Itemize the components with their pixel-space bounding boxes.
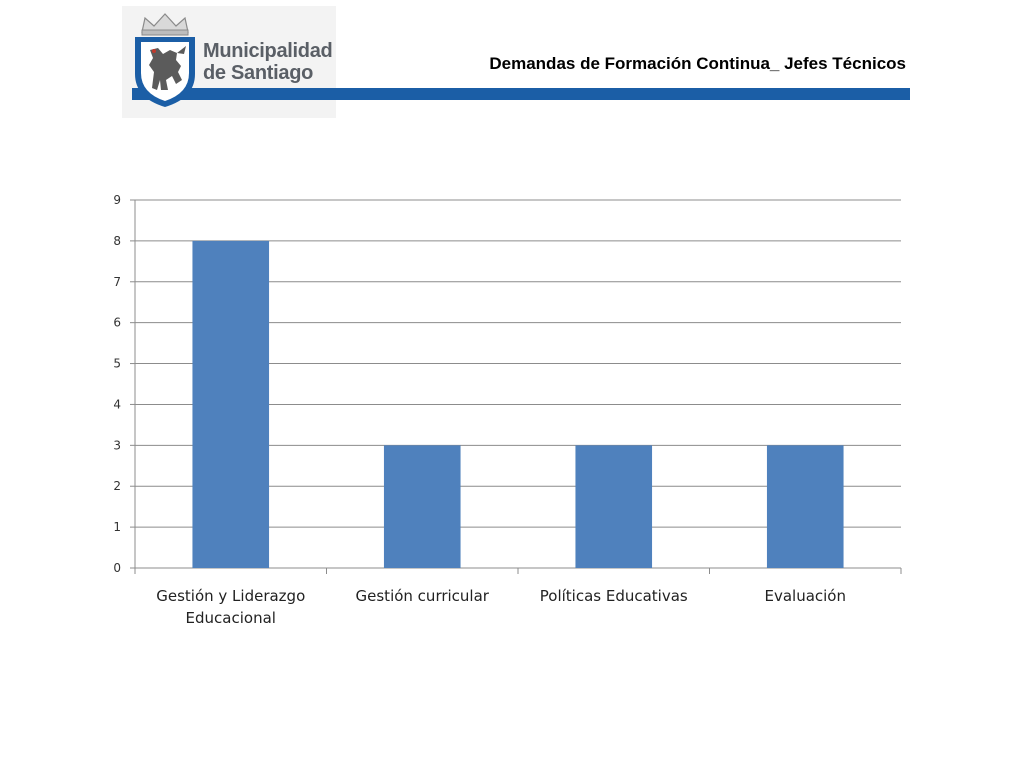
y-tick-label: 8 [113, 234, 121, 248]
x-category-label: Evaluación [764, 587, 846, 605]
municipal-crest-logo [135, 13, 195, 107]
bar [383, 445, 461, 568]
y-tick-label: 6 [113, 316, 121, 330]
x-category-label-line: Educacional [186, 609, 276, 627]
x-category-label-line: Gestión curricular [356, 587, 490, 605]
logo-line-2: de Santiago [203, 62, 314, 84]
chart-labels: 0 1 2 3 4 5 6 7 8 9 Gestión y Liderazgo Educacional… [113, 193, 846, 627]
y-tick-label: 2 [113, 479, 121, 493]
bar [575, 445, 653, 568]
page-title: Demandas de Formación Continua_ Jefes Té… [489, 54, 906, 73]
logo-line-1: Municipalidad [203, 40, 333, 62]
x-category-label-line: Gestión y Liderazgo [156, 587, 305, 605]
x-category-label-line: Políticas Educativas [540, 587, 688, 605]
bar [192, 240, 270, 568]
y-tick-label: 3 [113, 438, 121, 452]
y-tick-label: 4 [113, 397, 121, 411]
y-tick-label: 9 [113, 193, 121, 207]
slide-header: Municipalidad de Santiago Demandas de Fo… [0, 0, 1024, 120]
x-category-label: Políticas Educativas [540, 587, 688, 605]
y-tick-label: 0 [113, 561, 121, 575]
x-category-label: Gestión curricular [356, 587, 490, 605]
y-tick-label: 1 [113, 520, 121, 534]
x-category-label: Gestión y Liderazgo Educacional [156, 587, 305, 627]
x-category-label-line: Evaluación [764, 587, 846, 605]
y-tick-label: 5 [113, 357, 121, 371]
header-divider-bar [132, 88, 910, 100]
logo-wordmark: Municipalidad de Santiago [203, 40, 333, 84]
y-tick-label: 7 [113, 275, 121, 289]
chart-bars [192, 240, 844, 568]
bar [766, 445, 844, 568]
